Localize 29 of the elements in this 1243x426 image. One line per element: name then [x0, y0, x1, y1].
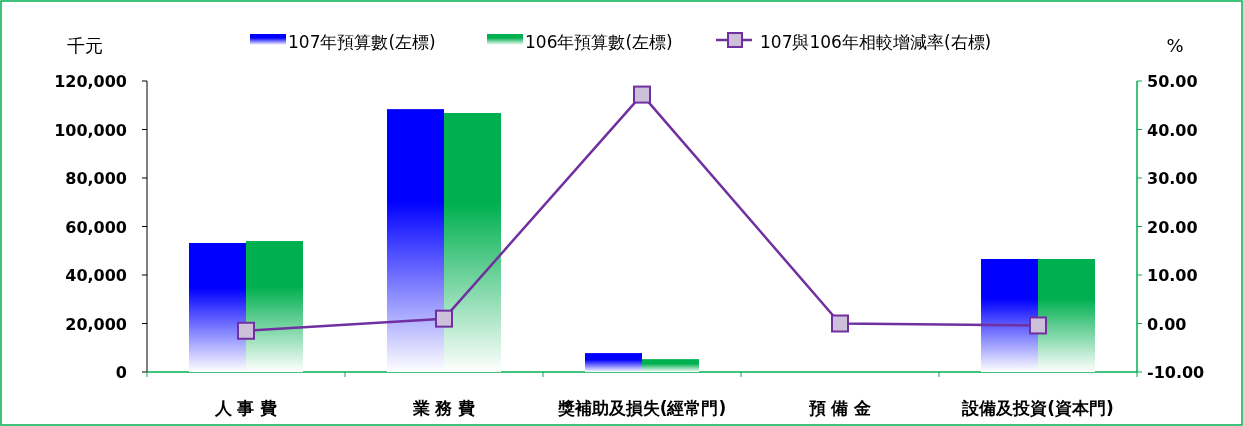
y-tick-label: 60,000	[65, 217, 127, 237]
x-tick-label: 人 事 費	[213, 398, 278, 418]
x-tick-label: 設備及投資(資本門)	[961, 398, 1114, 418]
point	[633, 85, 651, 104]
y2-tick-label: 40.00	[1147, 120, 1198, 140]
y2-tick-label: 20.00	[1147, 217, 1198, 237]
y-tick-label: 20,000	[65, 314, 127, 334]
y-tick-label: 120,000	[54, 72, 127, 91]
y-tick-label: 40,000	[65, 266, 127, 285]
y-tick-label: 100,000	[54, 120, 127, 140]
y-tick-label: 80,000	[65, 169, 127, 188]
point	[1029, 316, 1047, 335]
x-tick-label: 獎補助及損失(經常門)	[556, 398, 727, 418]
y2-tick-label: 0.00	[1147, 314, 1187, 334]
point	[435, 309, 453, 328]
y2-tick-label: -10.00	[1147, 363, 1205, 382]
legend-label: 107與106年相較增減率(右標)	[760, 32, 992, 52]
y2-tick-label: 10.00	[1147, 266, 1198, 285]
y-tick-label: 0	[115, 363, 127, 382]
y2-axis-title: %	[1166, 35, 1184, 56]
x-tick-label: 預 備 金	[807, 398, 872, 418]
y2-tick-label: 50.00	[1147, 72, 1198, 91]
legend-label: 106年預算數(左標)	[525, 32, 673, 52]
y2-tick-label: 30.00	[1147, 169, 1198, 188]
legend-label: 107年預算數(左標)	[288, 32, 436, 52]
y-axis-title: 千元	[67, 35, 103, 56]
point	[237, 321, 255, 340]
x-tick-label: 業 務 費	[411, 398, 476, 418]
point	[831, 314, 849, 333]
